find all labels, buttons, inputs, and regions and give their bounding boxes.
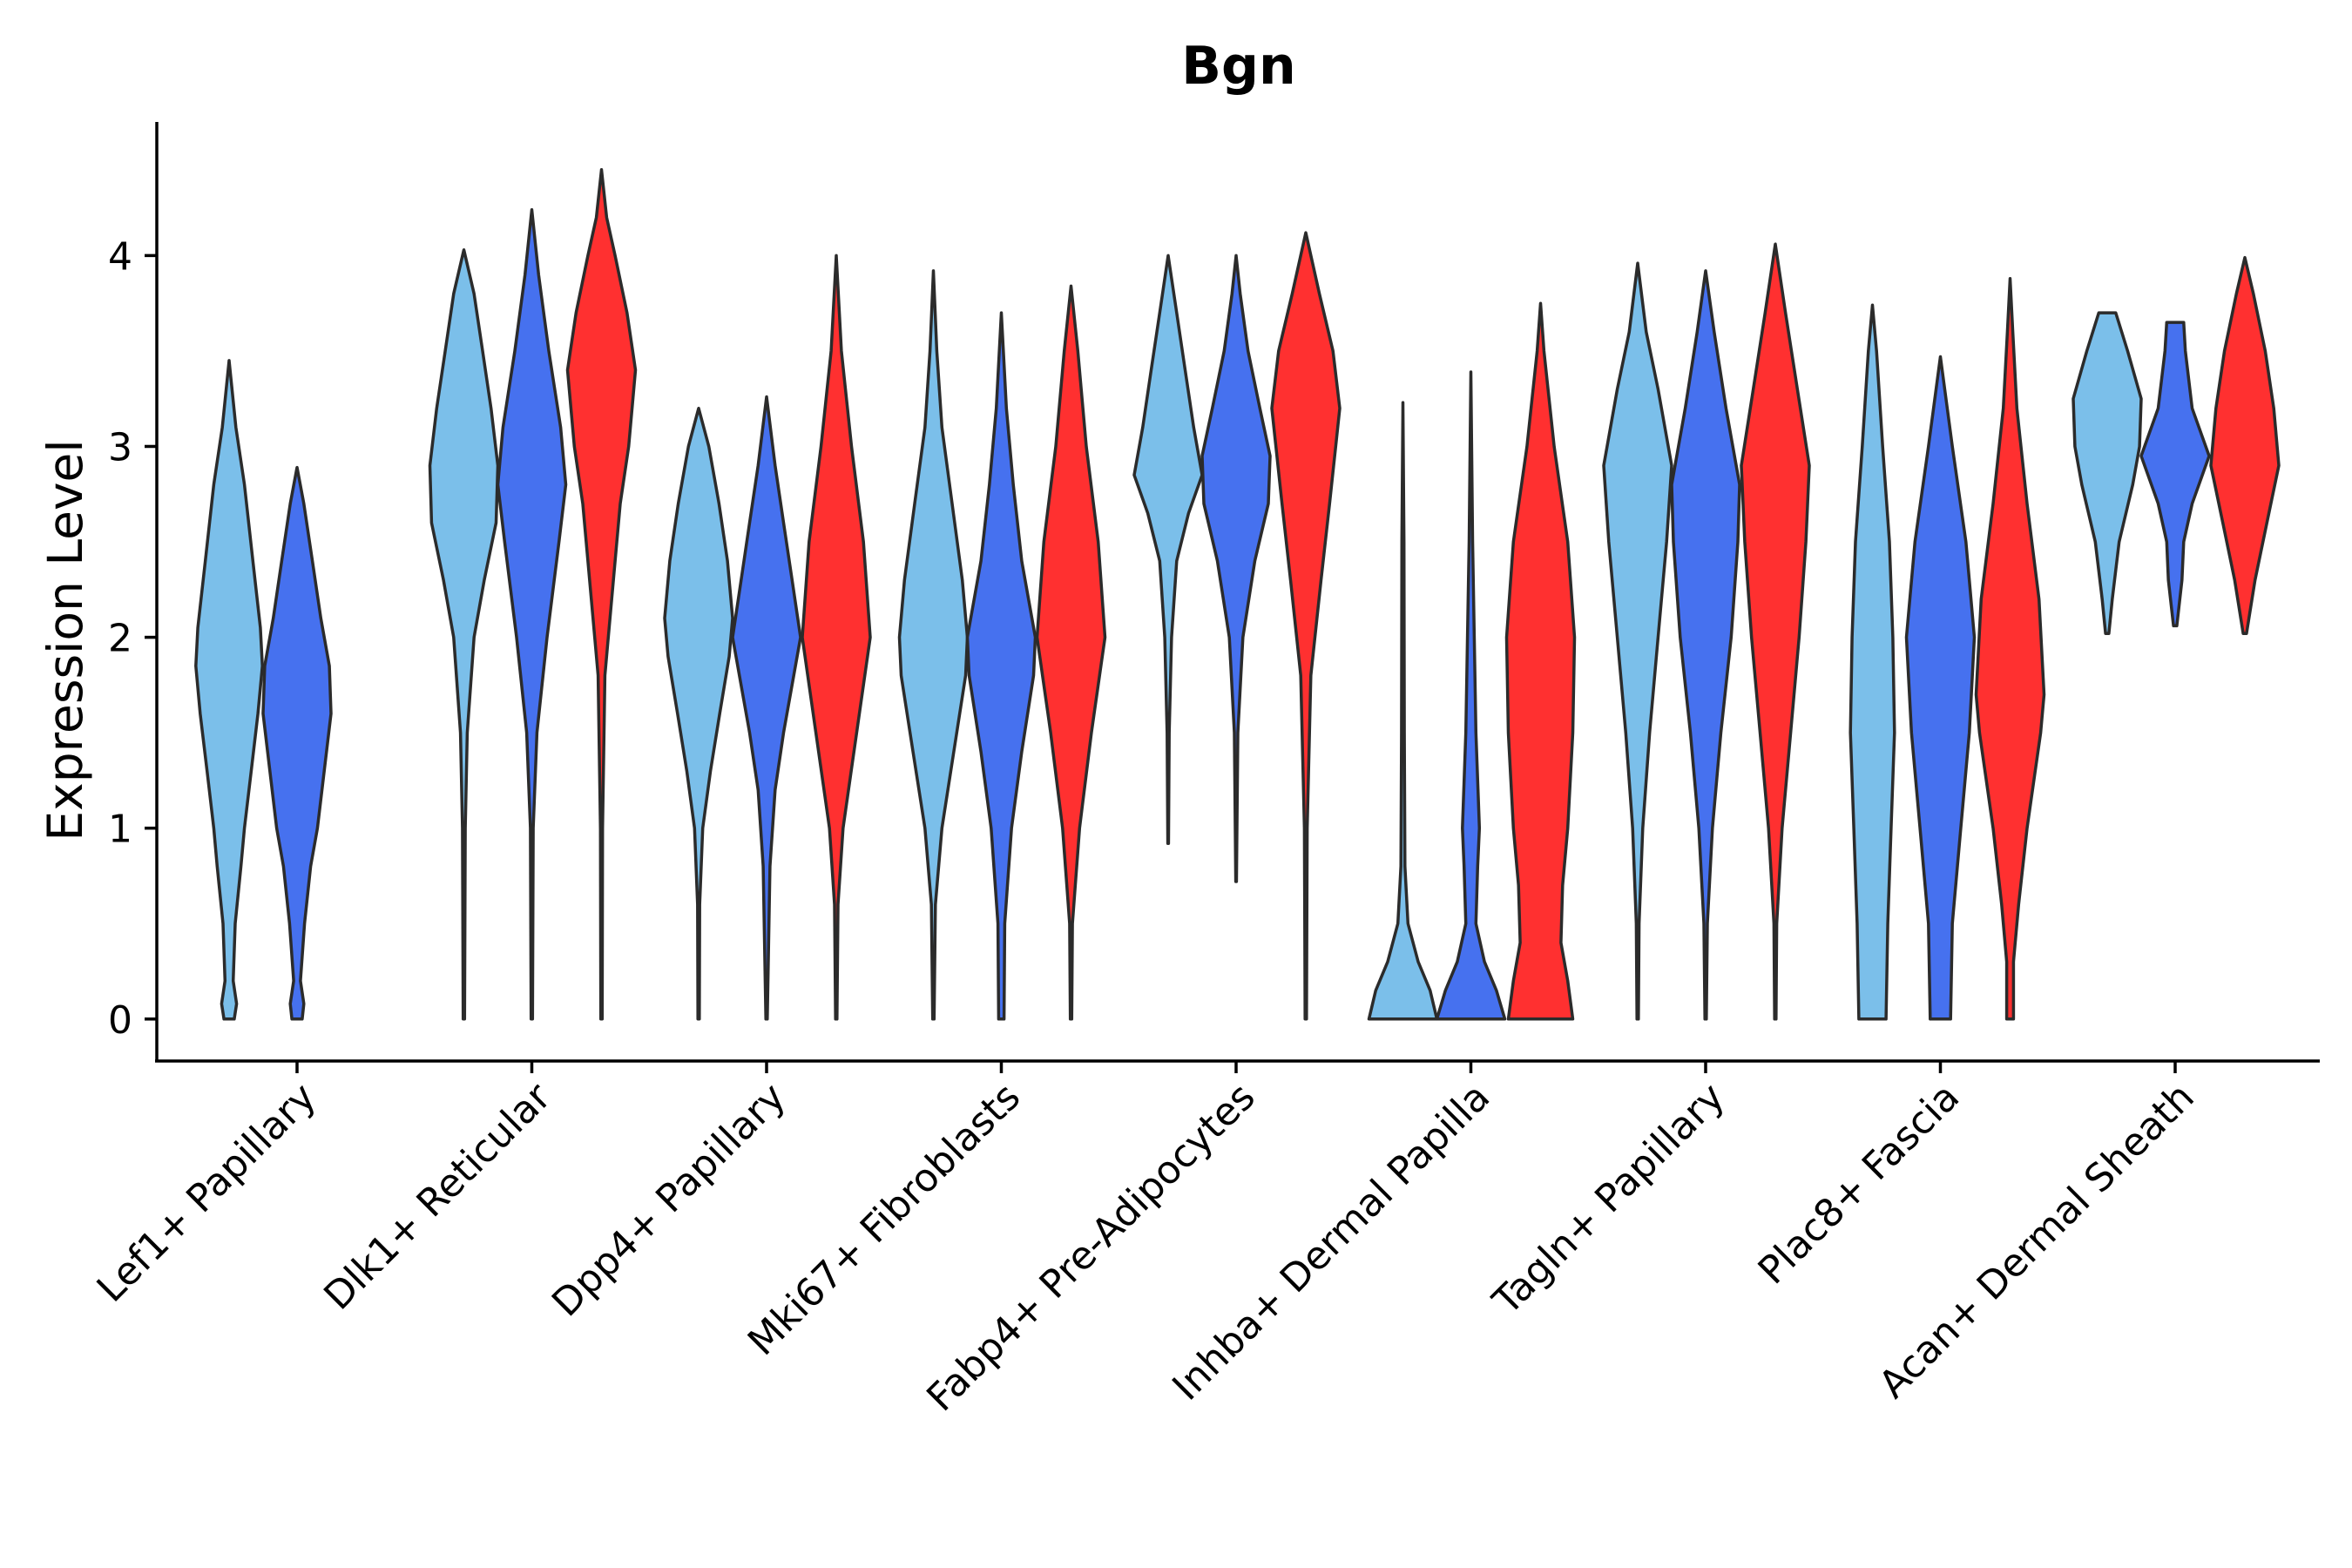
y-axis-label: Expression Level — [37, 439, 93, 841]
x-tick-label: Tagln+ Papillary — [1484, 1075, 1734, 1324]
violin-2-3 — [731, 395, 802, 1021]
violin-1-8 — [1848, 303, 1896, 1021]
y-tick-label: 3 — [108, 425, 132, 470]
violin-2-6 — [1435, 370, 1507, 1021]
violin-3-8 — [1974, 276, 2046, 1021]
violin-1-3 — [663, 406, 734, 1021]
y-tick-label: 0 — [108, 998, 132, 1043]
violin-3-7 — [1740, 242, 1811, 1021]
violin-1-9 — [2072, 311, 2143, 635]
violin-1-4 — [897, 269, 970, 1021]
violin-3-9 — [2209, 255, 2281, 635]
violin-1-2 — [428, 248, 500, 1021]
violin-1-7 — [1602, 261, 1673, 1021]
y-tick-label: 2 — [108, 617, 132, 661]
violin-3-2 — [565, 168, 638, 1021]
violin-2-1 — [261, 465, 333, 1021]
violin-2-2 — [496, 208, 568, 1021]
x-tick-label: Dpp4+ Papillary — [544, 1075, 794, 1326]
y-ticks: 0 1 2 3 4 — [108, 234, 157, 1043]
y-tick-label: 4 — [108, 234, 132, 279]
violin-2-9 — [2139, 321, 2211, 628]
violin-2-5 — [1200, 253, 1272, 883]
violin-1-5 — [1132, 253, 1204, 845]
x-tick-label: Dlk1+ Reticular — [315, 1074, 560, 1319]
x-tick-label: Lef1+ Papillary — [89, 1075, 325, 1311]
violin-1-1 — [194, 359, 264, 1021]
x-tick-label: Plac8+ Fascia — [1750, 1075, 1969, 1294]
violin-2-8 — [1904, 355, 1977, 1021]
violins-layer — [194, 168, 2281, 1021]
violin-3-3 — [801, 253, 872, 1021]
violin-3-5 — [1270, 231, 1342, 1021]
violin-1-6 — [1367, 401, 1439, 1021]
violin-3-6 — [1504, 301, 1577, 1021]
violin-3-4 — [1035, 284, 1107, 1021]
y-tick-label: 1 — [108, 808, 132, 852]
violin-2-4 — [965, 311, 1037, 1021]
chart-title: Bgn — [1181, 36, 1295, 97]
violin-2-7 — [1670, 269, 1741, 1021]
